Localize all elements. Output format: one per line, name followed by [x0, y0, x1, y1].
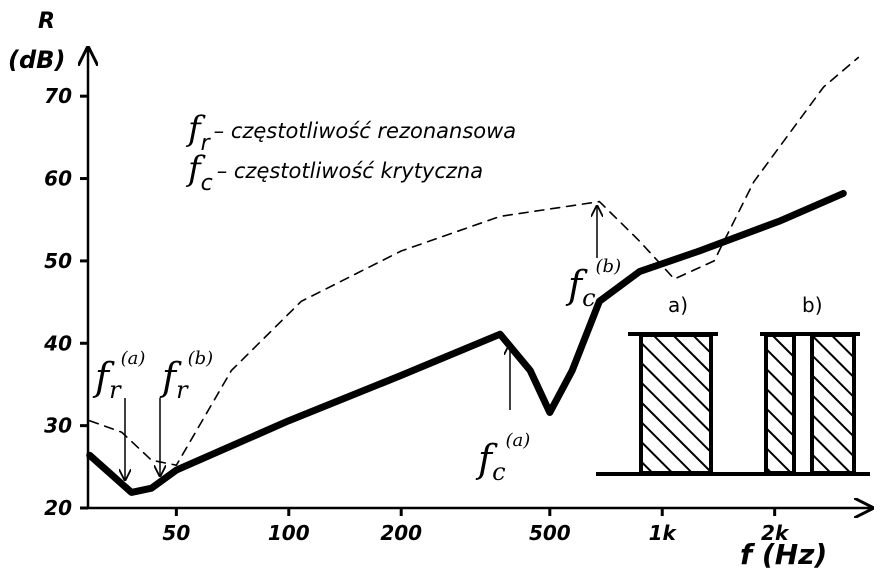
y-tick-label: 60 [44, 167, 72, 191]
chart: R (dB) f (Hz) fr– częstotliwość rezonans… [0, 0, 884, 573]
x-tick-label: 200 [380, 521, 422, 545]
wall-label: b) [802, 293, 823, 317]
legend-entry: fr– częstotliwość rezonansowa [185, 109, 516, 156]
x-tick-label: 500 [529, 521, 571, 545]
x-tick-label: 100 [268, 521, 310, 545]
y-axis-label: (dB) [8, 46, 65, 74]
wall-diagram [596, 334, 870, 476]
y-tick-label: 30 [44, 414, 72, 438]
y-tick-label: 40 [43, 331, 72, 355]
y-tick-label: 20 [44, 496, 72, 520]
x-tick-label: 2k [761, 521, 790, 545]
y-axis-label: R [38, 9, 55, 34]
x-tick-label: 50 [162, 521, 190, 545]
annotation: fr(a) [92, 348, 145, 404]
y-tick-label: 50 [44, 249, 72, 273]
x-tick-label: 1k [649, 521, 678, 545]
annotation: fc(a) [475, 430, 530, 486]
y-tick-label: 70 [44, 84, 72, 108]
series-line [90, 193, 844, 492]
wall-label: a) [668, 293, 688, 317]
legend-entry: fc– częstotliwość krytyczna [185, 149, 483, 196]
annotation: fr(b) [159, 348, 213, 404]
annotation: fc(b) [565, 256, 621, 312]
